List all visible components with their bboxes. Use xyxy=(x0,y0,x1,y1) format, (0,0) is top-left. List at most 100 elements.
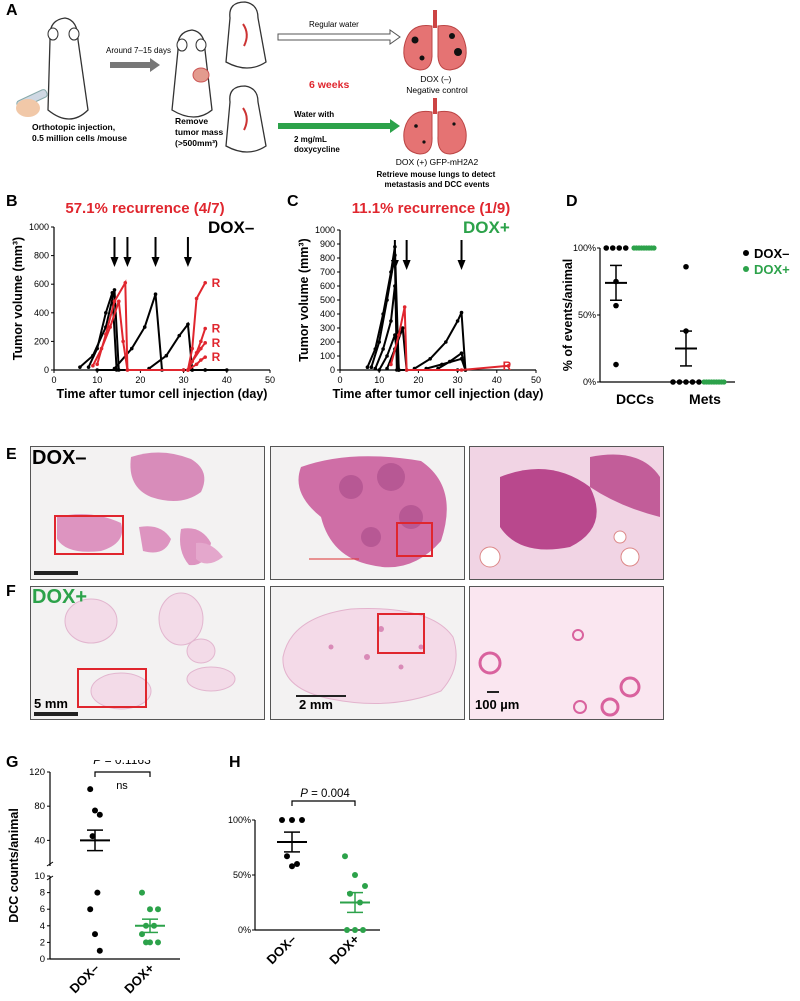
data-point-black xyxy=(609,245,616,251)
treatment-arrow-head xyxy=(402,260,411,270)
data-point-red xyxy=(199,339,203,344)
data-point-black xyxy=(96,811,103,818)
recurrence-marker: R xyxy=(503,359,512,373)
y-tick-label: 1000 xyxy=(29,222,49,232)
data-point-black xyxy=(86,365,91,369)
data-point-black xyxy=(104,311,108,315)
chart-b: 0 10 20 30 40 50 0 200 400 600 800 1000 Time after t… xyxy=(11,222,275,401)
data-point-black xyxy=(87,786,94,793)
data-point-black xyxy=(284,853,290,860)
category-label: DOX+ xyxy=(121,960,157,996)
chart-c: 0 10 20 30 40 5001002003004005006007008009001… xyxy=(297,225,543,401)
y-tick-label: 100% xyxy=(228,815,251,825)
series-line-red xyxy=(186,282,207,371)
y-tick-label: 800 xyxy=(34,251,49,261)
panel-label-b: B xyxy=(6,193,18,210)
dox-water-caption: Water with 2 mg/mL doxycycline xyxy=(294,110,340,154)
panel-label-c: C xyxy=(287,193,299,210)
data-point-black xyxy=(299,817,305,823)
y-tick-label: 0% xyxy=(238,925,251,935)
data-point-red xyxy=(194,296,199,301)
x-tick-label: 40 xyxy=(222,375,232,385)
data-point-red xyxy=(203,326,207,331)
data-point-green xyxy=(342,853,348,860)
data-point-black xyxy=(89,833,96,840)
panel-b-title: 57.1% recurrence (4/7) xyxy=(65,200,225,217)
lungs-pos-illustration xyxy=(403,98,467,155)
data-point-black xyxy=(455,319,460,323)
data-point-black xyxy=(613,302,619,309)
x-tick-label: 20 xyxy=(413,375,423,385)
retrieve-caption: Retrieve mouse lungs to detect metastasi… xyxy=(377,170,498,189)
step-days-text: Around 7–15 days xyxy=(106,46,171,55)
data-point-black xyxy=(616,245,623,251)
legend-marker-black xyxy=(743,250,749,256)
y-tick-label: 100 xyxy=(320,351,335,361)
panel-label-f: F xyxy=(6,583,16,600)
data-point-red xyxy=(199,358,203,362)
data-point-red xyxy=(186,368,190,372)
data-point-black xyxy=(225,368,229,372)
y-tick-label: 1000 xyxy=(315,225,335,235)
data-point-red xyxy=(181,368,186,372)
y-tick-label: 50% xyxy=(578,310,596,320)
y-tick-label: 80 xyxy=(34,801,45,812)
y-tick-label: 120 xyxy=(29,767,45,778)
data-point-black xyxy=(289,817,295,823)
series-line-red xyxy=(389,306,509,371)
data-point-black xyxy=(676,379,683,385)
data-point-black xyxy=(94,889,101,896)
data-point-red xyxy=(203,280,207,285)
legend-label: DOX+ xyxy=(754,262,790,277)
x-tick-label: 30 xyxy=(453,375,463,385)
panel-c-tag: DOX+ xyxy=(463,218,510,237)
data-point-red xyxy=(190,346,195,351)
data-point-red xyxy=(506,364,511,368)
data-point-red xyxy=(104,332,108,337)
he-dox-neg-mid xyxy=(270,446,465,580)
data-point-black xyxy=(153,292,158,297)
ns-annotation: ns xyxy=(116,780,128,792)
x-tick-label: 50 xyxy=(265,375,275,385)
data-point-green xyxy=(147,906,153,913)
neg-control-caption: DOX (–) Negative control xyxy=(406,74,468,95)
data-point-red xyxy=(194,362,199,367)
data-point-red xyxy=(203,355,207,359)
data-point-black xyxy=(440,362,444,367)
y-tick-label: 300 xyxy=(320,323,335,333)
x-tick-label: 20 xyxy=(135,375,145,385)
data-point-black xyxy=(112,288,117,292)
mouse-tumor-illustration xyxy=(171,29,213,118)
series-line-black xyxy=(378,334,400,371)
y-tick-label: 10 xyxy=(34,871,45,882)
recurrence-marker: R xyxy=(212,276,221,290)
data-point-red xyxy=(123,280,128,285)
panel-label-a: A xyxy=(6,2,18,19)
y-tick-label: 2 xyxy=(40,937,45,948)
data-point-red xyxy=(108,325,112,329)
data-point-red xyxy=(190,359,195,364)
y-tick-label: 600 xyxy=(320,281,335,291)
dox-pos-caption: DOX (+) GFP-mH2A2 xyxy=(396,157,479,167)
data-point-red xyxy=(397,333,401,337)
data-point-red xyxy=(404,368,409,372)
y-tick-label: 0 xyxy=(40,954,45,965)
x-tick-label: 0 xyxy=(337,375,342,385)
data-point-black xyxy=(459,357,464,361)
duration-label: 6 weeks xyxy=(309,79,349,91)
data-point-black xyxy=(177,333,182,338)
data-point-green xyxy=(155,939,161,946)
panel-label-g: G xyxy=(6,754,19,771)
panel-label-h: H xyxy=(229,754,241,771)
legend-label: DOX– xyxy=(754,246,789,261)
data-point-black xyxy=(603,245,610,251)
treatment-arrow-head xyxy=(110,257,119,267)
axis-break xyxy=(46,861,54,867)
series-line-black xyxy=(425,357,467,371)
scale-label-100um: 100 µm xyxy=(475,697,520,712)
recurrence-marker: R xyxy=(212,336,221,350)
category-label: DCCs xyxy=(616,391,654,407)
y-axis-label: Tumor volume (mm³) xyxy=(11,237,25,360)
x-axis-label: Time after tumor cell injection (day) xyxy=(57,387,268,401)
data-point-black xyxy=(129,346,134,351)
